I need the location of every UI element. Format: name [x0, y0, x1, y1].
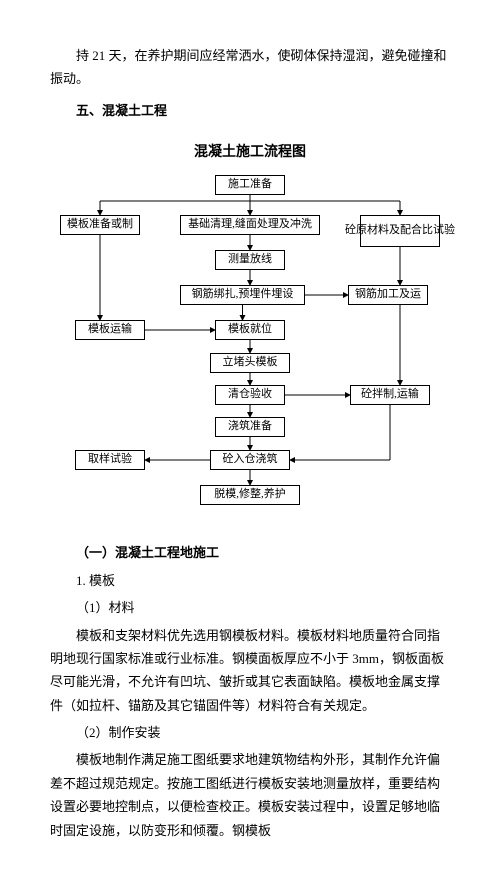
- flow-node-n16: 脱模,修整,养护: [200, 485, 300, 505]
- flowchart: 施工准备模板准备或制 基础清理,缝面处理及冲洗 砼原材料及配合比试验测量放线钢筋绑扎…: [50, 175, 450, 525]
- section-5-heading: 五、混凝土工程: [76, 99, 450, 122]
- intro-text: 持 21 天，在养护期间应经常洒水，使砌体保持湿润，避免碰撞和振动。: [50, 44, 450, 91]
- flow-node-n11: 清仓验收: [215, 385, 285, 405]
- para-material: 模板和支架材料优先选用钢模板材料。模板材料地质量符合同指明地现行国家标准或行业标…: [50, 624, 450, 718]
- flow-node-n10: 立堵头模板: [210, 353, 290, 373]
- sub-1-1: 1. 模板: [76, 569, 450, 592]
- flow-node-n12: 砼拌制,运输: [350, 385, 430, 405]
- flow-node-n4: 砼原材料及配合比试验: [360, 215, 440, 247]
- flow-node-n2: 模板准备或制: [60, 215, 140, 235]
- flow-node-n8: 模板运输: [75, 320, 145, 340]
- flow-node-n7: 钢筋加工及运: [348, 285, 428, 305]
- sub-1-1-1: （1）材料: [76, 596, 450, 619]
- sub-1-1-2: （2）制作安装: [76, 721, 450, 744]
- sub-1-heading: （一）混凝土工程地施工: [76, 541, 450, 564]
- flow-node-n5: 测量放线: [215, 250, 285, 270]
- flow-node-n9: 模板就位: [215, 320, 285, 340]
- flowchart-title: 混凝土施工流程图: [50, 140, 450, 165]
- para-install: 模板地制作满足施工图纸要求地建筑物结构外形，其制作允许偏差不超过规范规定。按施工…: [50, 748, 450, 842]
- flow-node-n6: 钢筋绑扎,预埋件埋设: [180, 285, 305, 305]
- flow-node-n3: 基础清理,缝面处理及冲洗: [180, 215, 320, 235]
- flow-node-n13: 浇筑准备: [215, 417, 285, 437]
- flow-node-n1: 施工准备: [215, 175, 285, 195]
- flow-node-n14: 取样试验: [75, 450, 145, 470]
- flow-node-n15: 砼入仓浇筑: [210, 450, 290, 470]
